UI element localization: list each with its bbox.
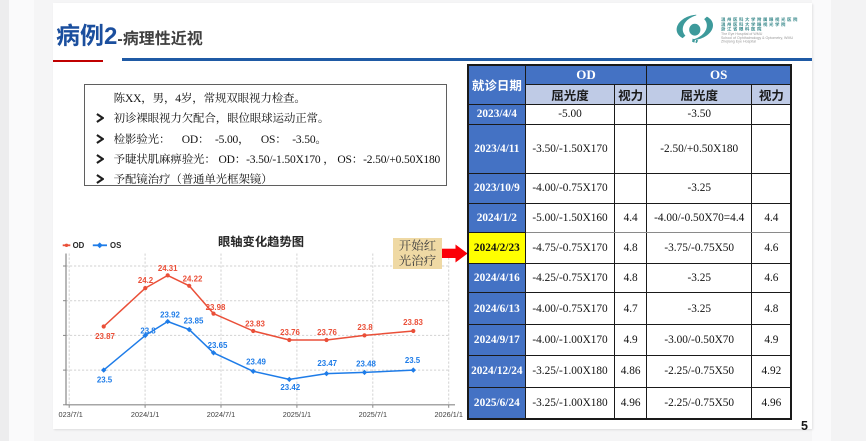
svg-text:23.85: 23.85: [184, 317, 204, 326]
svg-text:2025/7/1: 2025/7/1: [359, 410, 387, 419]
svg-text:2026/1/1: 2026/1/1: [434, 410, 462, 419]
svg-text:23.49: 23.49: [246, 358, 266, 367]
svg-text:23.65: 23.65: [208, 341, 228, 350]
svg-text:2024/1/1: 2024/1/1: [131, 410, 159, 419]
svg-text:24.31: 24.31: [158, 264, 178, 273]
svg-text:OD: OD: [73, 241, 85, 250]
svg-text:23.98: 23.98: [206, 303, 226, 312]
svg-text:OS: OS: [110, 241, 121, 250]
svg-text:23.76: 23.76: [280, 328, 300, 337]
svg-text:23.5: 23.5: [405, 356, 421, 365]
svg-text:23.76: 23.76: [317, 328, 337, 337]
svg-text:23.83: 23.83: [245, 320, 265, 329]
svg-text:23.92: 23.92: [160, 311, 180, 320]
svg-text:023/7/1: 023/7/1: [59, 410, 83, 419]
svg-text:23.5: 23.5: [97, 376, 113, 385]
svg-text:眼轴变化趋势图: 眼轴变化趋势图: [218, 232, 304, 250]
svg-text:24.22: 24.22: [183, 275, 203, 284]
svg-text:23.83: 23.83: [403, 318, 423, 327]
svg-text:23.8: 23.8: [140, 327, 156, 336]
svg-text:23.47: 23.47: [317, 359, 337, 368]
svg-text:24.2: 24.2: [138, 276, 154, 285]
svg-text:23.48: 23.48: [356, 360, 376, 369]
svg-text:23.42: 23.42: [280, 383, 300, 392]
svg-text:23.87: 23.87: [95, 332, 115, 341]
svg-text:23.8: 23.8: [357, 323, 373, 332]
svg-text:2024/7/1: 2024/7/1: [207, 410, 235, 419]
svg-text:2025/1/1: 2025/1/1: [283, 410, 311, 419]
